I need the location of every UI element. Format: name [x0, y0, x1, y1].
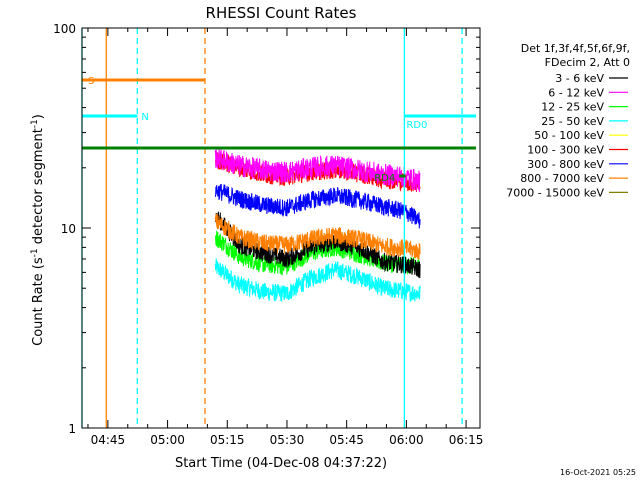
- legend-label: 25 - 50 keV: [541, 115, 604, 128]
- x-tick-label: 04:45: [91, 433, 126, 447]
- series-trace-300-800kev: [214, 183, 421, 229]
- annotation-label-rd0: RD0: [406, 120, 427, 131]
- series-trace-6-12kev: [214, 148, 421, 193]
- x-tick-label: 05:00: [150, 433, 185, 447]
- y-tick-label: 1: [68, 422, 76, 436]
- legend-label: 800 - 7000 keV: [520, 172, 604, 185]
- legend-header-line-1: Det 1f,3f,4f,5f,6f,9f,: [521, 42, 630, 55]
- y-tick-label: 100: [53, 22, 76, 36]
- legend-label: 7000 - 15000 keV: [506, 186, 604, 199]
- annotation-label-n: N: [141, 112, 148, 123]
- legend-label: 3 - 6 keV: [555, 72, 604, 85]
- legend-label: 100 - 300 keV: [527, 144, 604, 157]
- y-axis-label: Count Rate (s-1 detector segment-1): [30, 114, 46, 346]
- timestamp: 16-Oct-2021 05:25: [560, 468, 636, 477]
- x-tick-label: 05:15: [210, 433, 245, 447]
- y-tick-label: 10: [61, 222, 76, 236]
- legend-label: 12 - 25 keV: [541, 101, 604, 114]
- legend-label: 300 - 800 keV: [527, 158, 604, 171]
- x-tick-label: 06:00: [389, 433, 424, 447]
- series-trace-25-50kev: [214, 258, 421, 303]
- legend-header-line-2: FDecim 2, Att 0: [545, 56, 630, 69]
- chart-title: RHESSI Count Rates: [206, 4, 357, 22]
- y-axis-ticks: 1 10 100: [53, 22, 480, 436]
- series-layer: [214, 148, 421, 303]
- x-tick-label: 05:45: [329, 433, 364, 447]
- legend-label: 6 - 12 keV: [548, 86, 604, 99]
- x-axis-ticks: 04:45 05:00 05:15 05:30 05:45 06:00 06:15: [87, 28, 484, 447]
- annotation-label-rd4: RD4: [374, 173, 395, 184]
- x-axis-label: Start Time (04-Dec-08 04:37:22): [175, 456, 387, 471]
- annotation-label-s: S: [88, 76, 94, 87]
- series-trace-800-7000kev: [214, 213, 421, 260]
- legend-label: 50 - 100 keV: [534, 129, 604, 142]
- x-tick-label: 06:15: [449, 433, 484, 447]
- x-tick-label: 05:30: [270, 433, 305, 447]
- legend: Det 1f,3f,4f,5f,6f,9f, FDecim 2, Att 0 3…: [506, 42, 630, 199]
